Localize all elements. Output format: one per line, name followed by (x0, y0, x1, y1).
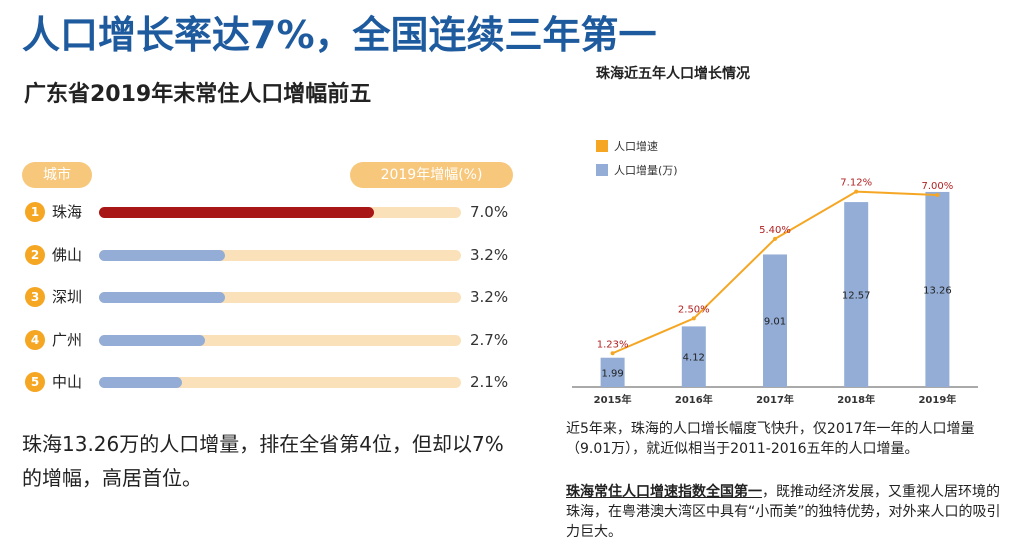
rate-label: 7.12% (840, 178, 872, 189)
bar-value-label: 13.26 (923, 285, 952, 296)
rank-bar (99, 250, 225, 261)
legend-swatch-rate (596, 140, 608, 152)
summary-rest: ，既推动经济发展，又重视人居环境的珠海，在粤港澳大湾区中具有“小而美”的独特优势… (566, 484, 1001, 540)
summary-highlight: 珠海常住人口增速指数全国第一 (566, 484, 762, 500)
header-growth: 2019年增幅(%) (350, 162, 513, 188)
rank-bar (99, 207, 375, 218)
legend-label-rate: 人口增速 (614, 139, 658, 153)
chart-description: 近5年来，珠海的人口增长幅度飞快升，仅2017年一年的人口增量（9.01万），就… (566, 421, 975, 457)
x-tick-label: 2019年 (918, 393, 956, 406)
bar (600, 357, 625, 387)
bar-value-label: 12.57 (842, 291, 871, 302)
rank-number: 1 (25, 202, 45, 222)
bar (844, 202, 869, 387)
rank-number: 5 (25, 372, 45, 392)
x-tick-label: 2017年 (756, 393, 794, 406)
rate-label: 2.50% (678, 304, 710, 315)
page-title: 人口增长率达7%，全国连续三年第一 (22, 13, 657, 57)
rank-bar (99, 335, 206, 346)
ranking-row: 1 珠海 7.0% (22, 200, 522, 224)
rank-number: 4 (25, 330, 45, 350)
summary-text: 珠海常住人口增速指数全国第一，既推动经济发展，又重视人居环境的珠海，在粤港澳大湾… (566, 482, 1006, 542)
ranking-row: 5 中山 2.1% (22, 370, 522, 394)
rank-value: 3.2% (470, 288, 509, 306)
rank-value: 2.1% (470, 373, 509, 391)
ranking-title: 广东省2019年末常住人口增幅前五 (24, 82, 372, 107)
legend-swatch-increase (596, 164, 608, 176)
rank-bar (99, 377, 182, 388)
rate-point (610, 351, 615, 356)
rank-track (99, 250, 461, 261)
rate-point (854, 189, 859, 194)
rate-label: 5.40% (759, 225, 791, 236)
ranking-row: 2 佛山 3.2% (22, 243, 522, 267)
rank-track (99, 335, 461, 346)
rate-label: 7.00% (922, 181, 954, 192)
rate-point (773, 236, 777, 241)
rank-value: 2.7% (470, 331, 509, 349)
chart-title: 珠海近五年人口增长情况 (596, 66, 750, 82)
rank-city: 珠海 (52, 203, 83, 221)
rank-number: 3 (25, 287, 45, 307)
rank-track (99, 377, 461, 388)
rank-track (99, 207, 461, 218)
rank-track (99, 292, 461, 303)
rank-value: 3.2% (470, 246, 509, 264)
bar-value-label: 9.01 (764, 317, 786, 328)
rate-point (935, 192, 940, 197)
rank-value: 7.0% (470, 203, 509, 221)
x-tick-label: 2018年 (837, 393, 875, 406)
rank-city: 广州 (52, 331, 83, 349)
bar-value-label: 4.12 (683, 353, 705, 364)
rank-city: 佛山 (52, 246, 83, 264)
bar (681, 326, 706, 387)
x-tick-label: 2016年 (675, 393, 713, 406)
legend-label-increase: 人口增量(万) (614, 163, 678, 177)
bar (763, 254, 787, 387)
ranking-note: 珠海13.26万的人口增量，排在全省第4位，但却以7%的增幅，高居首位。 (22, 432, 504, 490)
x-tick-label: 2015年 (594, 393, 632, 406)
rate-label: 1.23% (597, 339, 629, 350)
ranking-row: 4 广州 2.7% (22, 328, 522, 352)
ranking-row: 3 深圳 3.2% (22, 285, 522, 309)
header-city: 城市 (22, 162, 92, 188)
rank-city: 中山 (52, 373, 83, 391)
bar (925, 191, 950, 387)
bar-value-label: 1.99 (601, 368, 623, 379)
rank-city: 深圳 (52, 288, 83, 306)
rate-point (691, 316, 696, 321)
rank-number: 2 (25, 245, 45, 265)
rank-bar (99, 292, 225, 303)
